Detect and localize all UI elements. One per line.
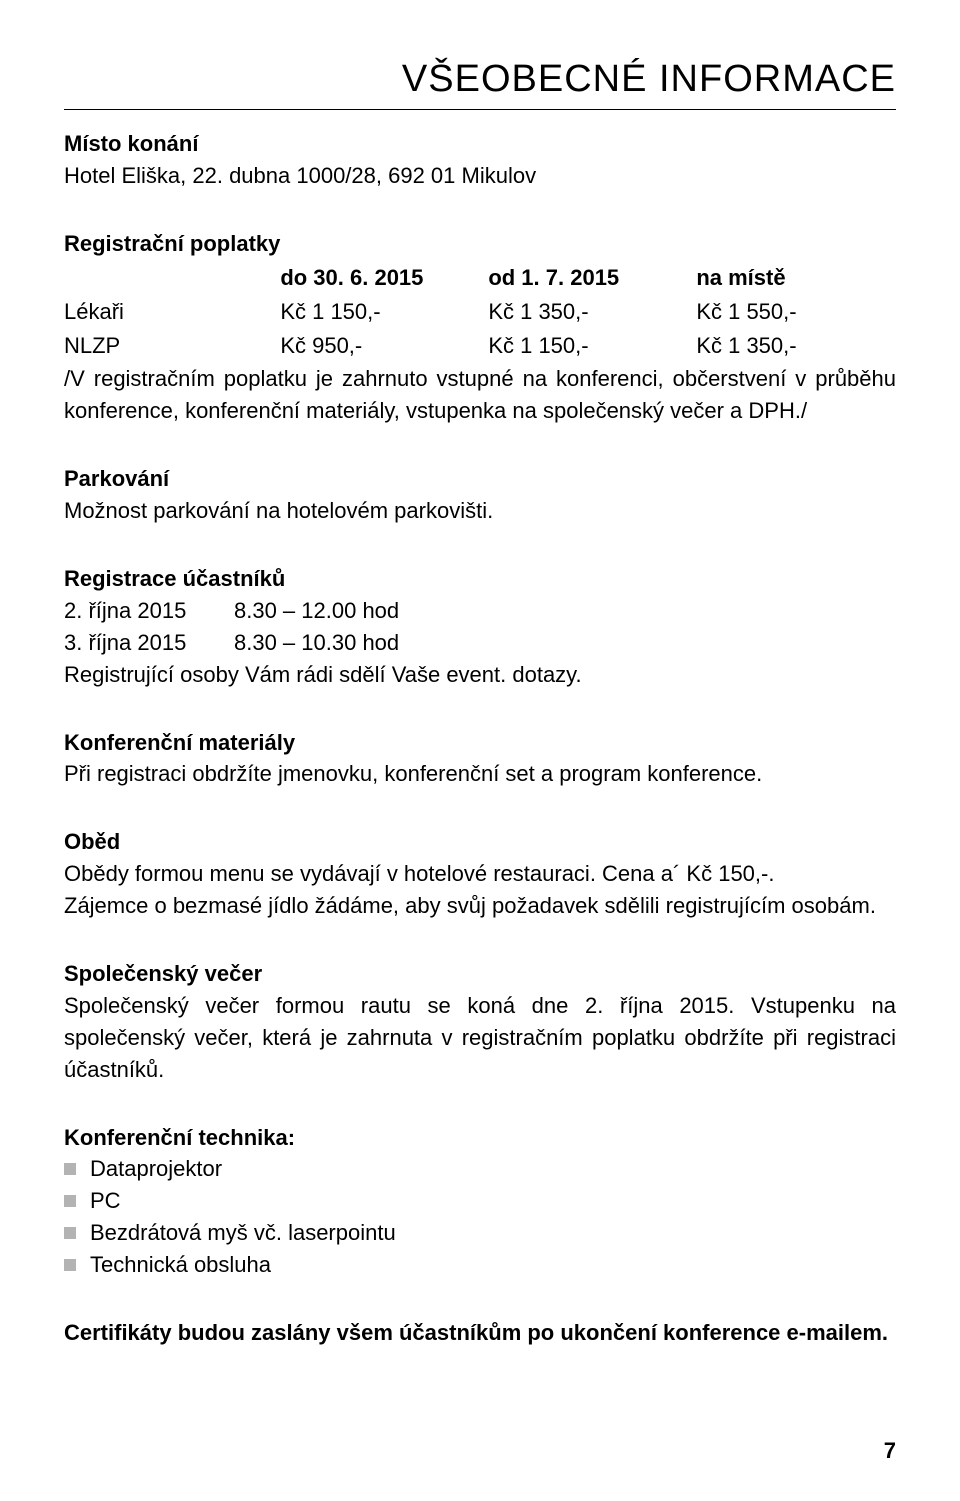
certificate-note: Certifikáty budou zaslány všem účastníků… (64, 1317, 896, 1349)
registration-row: 3. října 2015 8.30 – 10.30 hod (64, 627, 896, 659)
lunch-heading: Oběd (64, 826, 896, 858)
tech-item: Bezdrátová myš vč. laserpointu (64, 1217, 896, 1249)
tech-heading: Konferenční technika: (64, 1122, 896, 1154)
fees-cell: Kč 1 550,- (696, 296, 896, 330)
fees-table: do 30. 6. 2015 od 1. 7. 2015 na místě Lé… (64, 262, 896, 364)
tech-item: PC (64, 1185, 896, 1217)
fees-heading: Registrační poplatky (64, 228, 896, 260)
registration-date: 2. října 2015 (64, 595, 234, 627)
registration-time: 8.30 – 10.30 hod (234, 627, 896, 659)
parking-heading: Parkování (64, 463, 896, 495)
fees-header-col3: od 1. 7. 2015 (488, 262, 696, 296)
page-number: 7 (884, 1435, 896, 1467)
fees-cell: Kč 1 350,- (696, 330, 896, 364)
fees-row-label: Lékaři (64, 296, 280, 330)
tech-item: Technická obsluha (64, 1249, 896, 1281)
fees-header-col2: do 30. 6. 2015 (280, 262, 488, 296)
registration-date: 3. října 2015 (64, 627, 234, 659)
tech-list: Dataprojektor PC Bezdrátová myš vč. lase… (64, 1153, 896, 1281)
materials-heading: Konferenční materiály (64, 727, 896, 759)
venue-heading: Místo konání (64, 128, 896, 160)
materials-text: Při registraci obdržíte jmenovku, konfer… (64, 758, 896, 790)
fees-row-label: NLZP (64, 330, 280, 364)
social-text: Společenský večer formou rautu se koná d… (64, 990, 896, 1086)
page-title: VŠEOBECNÉ INFORMACE (64, 52, 896, 107)
social-heading: Společenský večer (64, 958, 896, 990)
fees-cell: Kč 1 150,- (280, 296, 488, 330)
parking-text: Možnost parkování na hotelovém parkovišt… (64, 495, 896, 527)
fees-header-row: do 30. 6. 2015 od 1. 7. 2015 na místě (64, 262, 896, 296)
fees-header-col4: na místě (696, 262, 896, 296)
fees-note: /V registračním poplatku je zahrnuto vst… (64, 363, 896, 427)
lunch-line2: Zájemce o bezmasé jídlo žádáme, aby svůj… (64, 890, 896, 922)
registration-time: 8.30 – 12.00 hod (234, 595, 896, 627)
lunch-line1: Obědy formou menu se vydávají v hotelové… (64, 858, 896, 890)
fees-row: Lékaři Kč 1 150,- Kč 1 350,- Kč 1 550,- (64, 296, 896, 330)
fees-cell: Kč 950,- (280, 330, 488, 364)
title-rule (64, 109, 896, 110)
registration-heading: Registrace účastníků (64, 563, 896, 595)
tech-item: Dataprojektor (64, 1153, 896, 1185)
fees-row: NLZP Kč 950,- Kč 1 150,- Kč 1 350,- (64, 330, 896, 364)
fees-cell: Kč 1 350,- (488, 296, 696, 330)
registration-row: 2. října 2015 8.30 – 12.00 hod (64, 595, 896, 627)
registration-note: Registrující osoby Vám rádi sdělí Vaše e… (64, 659, 896, 691)
fees-cell: Kč 1 150,- (488, 330, 696, 364)
venue-text: Hotel Eliška, 22. dubna 1000/28, 692 01 … (64, 160, 896, 192)
